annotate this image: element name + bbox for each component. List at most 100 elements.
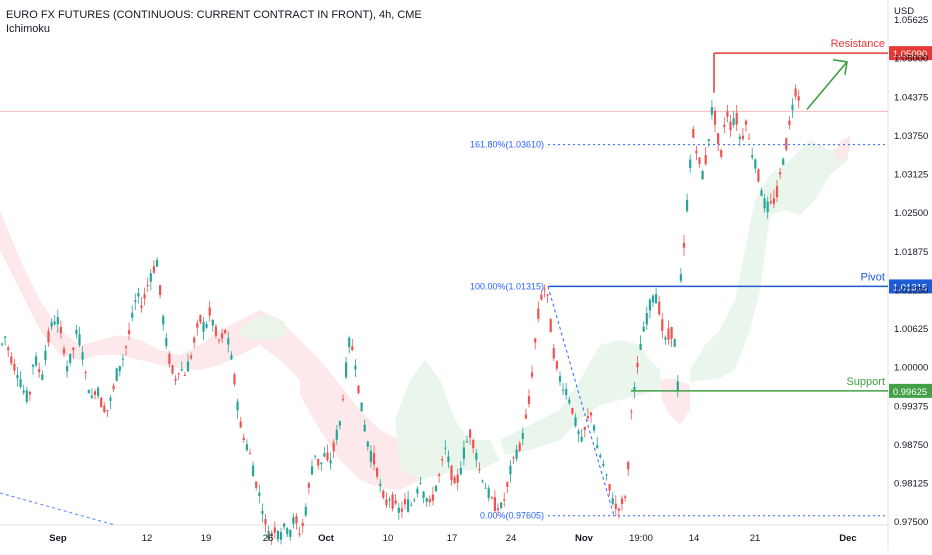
candle-body	[248, 453, 252, 455]
candle-body	[162, 316, 165, 325]
candle-body	[397, 507, 400, 513]
candle-body	[211, 319, 214, 326]
candle-body	[31, 364, 35, 367]
candle-body	[62, 348, 66, 354]
candle-body	[549, 319, 552, 333]
candle-body	[7, 347, 10, 351]
candle-body	[124, 346, 128, 348]
candle-body	[689, 159, 692, 168]
candle-body	[775, 186, 779, 198]
resistance-label: Resistance	[831, 38, 885, 50]
candle-body	[205, 324, 208, 328]
candle-body	[555, 361, 558, 369]
candle-body	[146, 285, 149, 287]
candle-body	[453, 477, 456, 484]
candle-body	[744, 120, 748, 125]
ichimoku-cloud-6	[690, 140, 848, 382]
candle-body	[620, 498, 624, 504]
candle-body	[425, 498, 428, 502]
candle-body	[128, 330, 131, 334]
candle-body	[602, 464, 605, 466]
candle-body	[565, 388, 568, 395]
candle-body	[252, 465, 255, 477]
candle-body	[118, 366, 121, 372]
candle-body	[782, 158, 785, 165]
candle-body	[345, 362, 348, 378]
candle-body	[658, 301, 661, 315]
candle-body	[642, 326, 645, 332]
candle-body	[13, 363, 16, 371]
candle-body	[599, 455, 602, 458]
candle-body	[307, 483, 310, 488]
x-tick-label-11: 21	[750, 533, 761, 544]
candle-body	[283, 523, 286, 527]
candle-body	[571, 407, 574, 414]
pivot-label: Pivot	[861, 271, 885, 283]
candle-body	[320, 462, 323, 465]
candle-body	[112, 385, 115, 390]
candle-body	[400, 508, 403, 512]
candle-body	[701, 170, 704, 180]
candle-body	[751, 155, 754, 158]
candle-body	[661, 319, 664, 331]
candle-body	[304, 506, 307, 516]
candle-body	[10, 356, 13, 364]
candle-body	[447, 456, 450, 463]
candle-body	[469, 429, 472, 438]
candle-body	[692, 129, 695, 138]
y-tick-label-0: 1.05625	[894, 15, 928, 26]
candle-body	[382, 490, 385, 498]
candle-body	[357, 385, 360, 393]
candle-body	[134, 300, 137, 302]
currency-label: USD	[894, 6, 914, 17]
candle-body	[738, 136, 741, 140]
candle-body	[794, 88, 797, 97]
resistance-price-text: 1.05090	[893, 49, 927, 60]
candle-body	[121, 358, 124, 360]
candle-body	[431, 494, 434, 501]
candle-body	[509, 465, 512, 475]
candle-body	[410, 504, 413, 506]
y-tick-label-5: 1.02500	[894, 208, 928, 219]
y-tick-label-10: 0.99375	[894, 401, 928, 412]
candle-body	[177, 373, 180, 375]
candle-body	[788, 120, 791, 125]
candle-body	[174, 378, 177, 381]
y-tick-label-3: 1.03750	[894, 131, 928, 142]
candle-body	[419, 482, 422, 484]
support-price-text: 0.99625	[893, 387, 927, 398]
candle-body	[441, 458, 444, 461]
candle-body	[100, 397, 103, 408]
candle-body	[264, 518, 267, 525]
pivot-price-text: 1.01315	[893, 282, 927, 293]
candle-body	[196, 323, 199, 328]
candle-body	[279, 532, 283, 540]
candle-body	[732, 118, 735, 126]
candle-body	[109, 397, 112, 401]
candle-body	[772, 198, 775, 204]
candle-body	[729, 121, 732, 131]
candle-body	[456, 474, 459, 483]
candle-body	[720, 150, 723, 157]
candle-body	[363, 424, 366, 432]
candle-body	[679, 274, 682, 281]
candle-body	[97, 388, 100, 397]
candle-body	[791, 104, 794, 111]
candle-body	[261, 510, 264, 514]
candle-body	[338, 421, 341, 426]
ichimoku-cloud-7	[835, 136, 850, 162]
price-axis-bg[interactable]	[888, 0, 932, 550]
candle-body	[199, 315, 202, 323]
candle-body	[434, 485, 438, 492]
candle-body	[193, 337, 196, 343]
candle-body	[698, 157, 701, 164]
fib-trend-line-prev	[0, 492, 116, 526]
candle-body	[186, 361, 190, 372]
candle-body	[341, 398, 345, 400]
candle-body	[475, 452, 478, 460]
candle-body	[543, 288, 546, 290]
pivot-price-tag	[889, 279, 932, 294]
candle-body	[242, 437, 245, 441]
candle-body	[506, 482, 509, 487]
